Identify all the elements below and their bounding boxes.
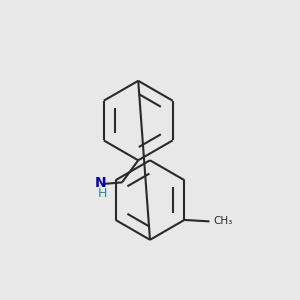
Text: N: N — [95, 176, 106, 190]
Text: H: H — [97, 187, 107, 200]
Text: CH₃: CH₃ — [213, 216, 232, 226]
